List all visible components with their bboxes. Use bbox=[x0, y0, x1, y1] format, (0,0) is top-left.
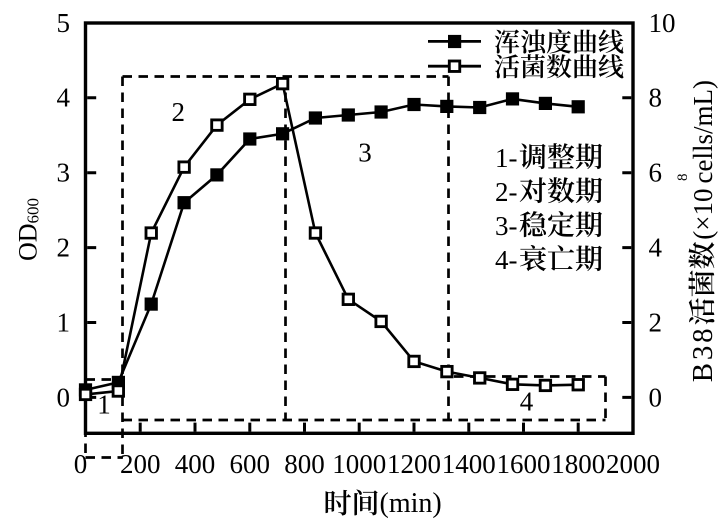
svg-text:OD: OD bbox=[14, 223, 43, 261]
svg-text:1000: 1000 bbox=[332, 449, 386, 479]
svg-text:3-: 3- bbox=[495, 211, 518, 241]
svg-text:4: 4 bbox=[520, 386, 534, 416]
svg-text:1: 1 bbox=[57, 307, 71, 337]
svg-text:1200: 1200 bbox=[387, 449, 441, 479]
svg-text:1400: 1400 bbox=[442, 449, 496, 479]
svg-text:2: 2 bbox=[57, 233, 71, 263]
svg-text:3: 3 bbox=[358, 137, 372, 167]
svg-text:1600: 1600 bbox=[497, 449, 551, 479]
svg-text:1-: 1- bbox=[495, 143, 518, 173]
svg-text:0: 0 bbox=[649, 382, 663, 412]
svg-text:400: 400 bbox=[175, 449, 216, 479]
svg-text:3: 3 bbox=[57, 158, 71, 188]
svg-text:1: 1 bbox=[97, 390, 111, 420]
svg-text:4: 4 bbox=[57, 83, 71, 113]
svg-text:10: 10 bbox=[649, 8, 676, 38]
svg-text:4: 4 bbox=[649, 233, 663, 263]
svg-text:2000: 2000 bbox=[606, 449, 660, 479]
svg-text:200: 200 bbox=[120, 449, 161, 479]
svg-text:0: 0 bbox=[74, 449, 88, 479]
svg-text:8: 8 bbox=[675, 174, 691, 182]
svg-text:4-: 4- bbox=[495, 245, 518, 275]
svg-text:2: 2 bbox=[649, 307, 663, 337]
svg-text:6: 6 bbox=[649, 158, 663, 188]
svg-text:0: 0 bbox=[57, 382, 71, 412]
svg-text:(×10: (×10 bbox=[688, 188, 718, 239]
svg-text:2: 2 bbox=[172, 97, 186, 127]
svg-text:5: 5 bbox=[57, 8, 71, 38]
svg-text:1800: 1800 bbox=[551, 449, 605, 479]
svg-text:600: 600 bbox=[230, 449, 271, 479]
svg-text:800: 800 bbox=[284, 449, 325, 479]
svg-text:B38: B38 bbox=[687, 326, 719, 383]
svg-text:cells/mL): cells/mL) bbox=[688, 80, 718, 183]
svg-text:2-: 2- bbox=[495, 177, 518, 207]
svg-text:600: 600 bbox=[24, 198, 43, 224]
svg-text:8: 8 bbox=[649, 83, 663, 113]
svg-text:(min): (min) bbox=[380, 488, 442, 519]
